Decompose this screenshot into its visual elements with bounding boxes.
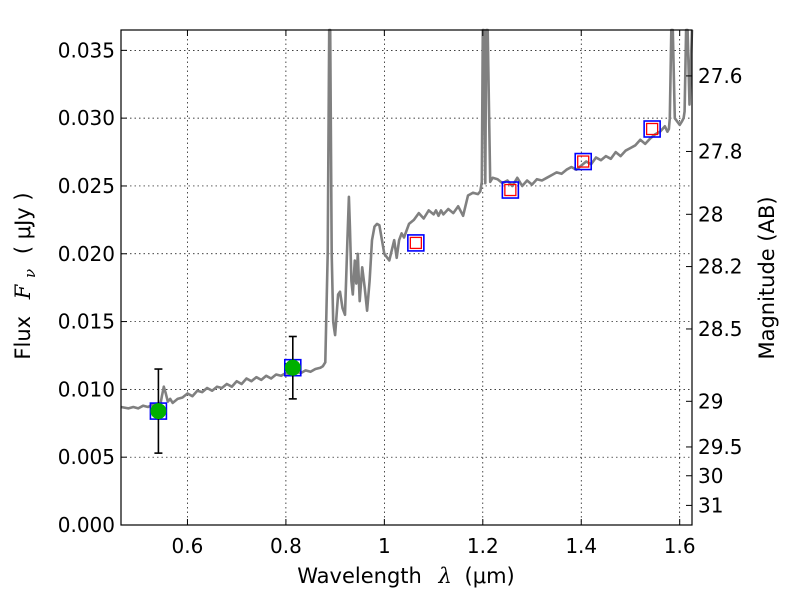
x-tick-label: 0.6 <box>172 534 204 558</box>
y-tick-label: 0.025 <box>58 174 115 198</box>
y-axis-label-symbol: F <box>11 283 35 300</box>
x-axis-label: Wavelength λ (μm) <box>297 564 514 588</box>
synthetic-photometry-square <box>643 120 661 138</box>
magnitude-tick-label: 28.5 <box>698 317 743 341</box>
y-tick-label: 0.035 <box>58 38 115 62</box>
predicted-flux-square <box>409 236 423 250</box>
magnitude-tick-label: 27.6 <box>698 64 743 88</box>
x-tick-label: 1 <box>378 534 391 558</box>
magnitude-tick-label: 29.5 <box>698 435 743 459</box>
model-spectrum <box>120 28 694 410</box>
grid-lines <box>121 30 692 525</box>
predicted-flux-square <box>504 183 517 197</box>
y-axis-label-text: Flux <box>11 316 35 360</box>
synthetic-photometry-square <box>574 152 593 171</box>
y-tick-label: 0.000 <box>58 513 115 537</box>
predicted-flux-square <box>645 122 659 136</box>
synthetic-photometry-square <box>501 181 520 199</box>
x-tick-label: 0.8 <box>270 534 302 558</box>
x-tick-label: 1.2 <box>467 534 499 558</box>
x-tick-label: 1.6 <box>664 534 696 558</box>
observed-flux-point <box>150 403 167 420</box>
plot-frame <box>120 29 693 526</box>
observed-flux-point <box>284 359 301 376</box>
y-tick-label: 0.020 <box>58 242 115 266</box>
x-axis-label-text: Wavelength <box>297 564 422 588</box>
predicted-flux-square <box>577 155 590 168</box>
x-tick-label: 1.4 <box>565 534 597 558</box>
y-tick-label: 0.005 <box>58 445 115 469</box>
y-tick-label: 0.030 <box>58 106 115 130</box>
y-tick-label: 0.010 <box>58 377 115 401</box>
x-axis-label-symbol: λ <box>438 564 452 588</box>
synthetic-photometry-square <box>407 234 425 252</box>
axis-ticks: 0.6 0.8 1 1.2 1.4 1.6 0.000 0.005 0.010 0.015 0.02… <box>58 30 743 558</box>
magnitude-tick-label: 30 <box>698 464 723 488</box>
magnitude-tick-label: 28 <box>698 202 723 226</box>
magnitude-axis-label: Magnitude (AB) <box>755 196 779 359</box>
magnitude-tick-label: 28.2 <box>698 255 743 279</box>
x-axis-label-unit: (μm) <box>465 564 515 588</box>
magnitude-tick-label: 27.8 <box>698 139 743 163</box>
photometry-markers <box>149 120 661 454</box>
model-spectrum-line <box>120 28 694 410</box>
y-axis-label-subscript: ν <box>21 269 39 278</box>
magnitude-tick-label: 29 <box>698 389 723 413</box>
y-axis-label: Flux F ν ( μJy ) <box>11 192 40 359</box>
y-axis-label-unit: ( μJy ) <box>11 192 35 254</box>
y-tick-label: 0.015 <box>58 310 115 334</box>
magnitude-tick-label: 31 <box>698 493 723 517</box>
